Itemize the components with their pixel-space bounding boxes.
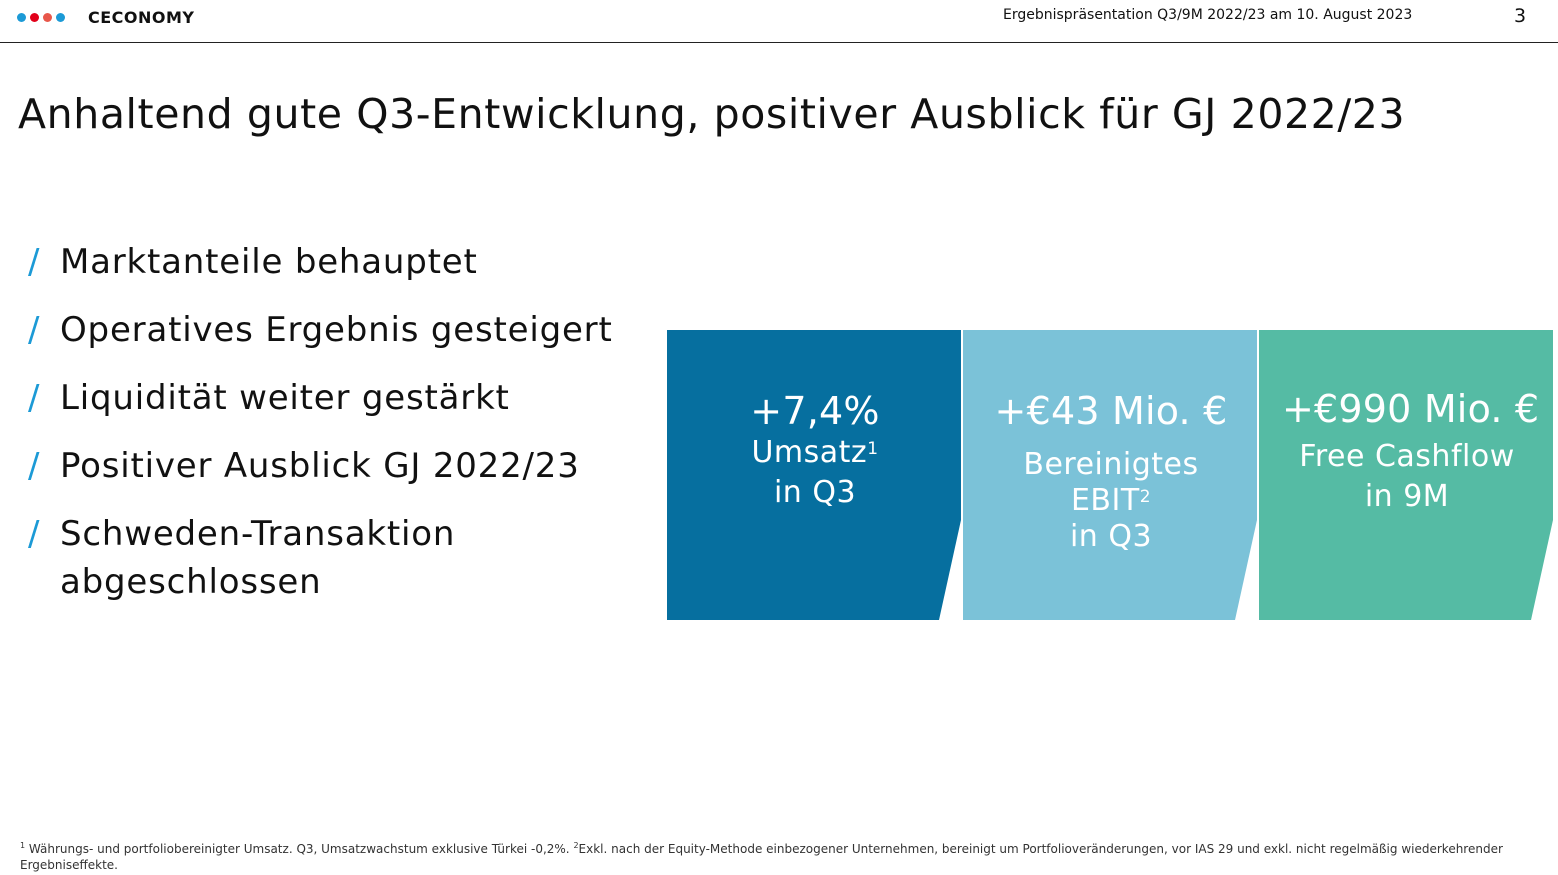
presentation-title: Ergebnispräsentation Q3/9M 2022/23 am 10… bbox=[1003, 7, 1413, 23]
bullet-text: Marktanteile behauptet bbox=[60, 242, 478, 282]
bullet-item: / Operatives Ergebnis gesteigert bbox=[28, 306, 648, 354]
kpi-period: in Q3 bbox=[1069, 519, 1153, 554]
kpi-cashflow: +€990 Mio. € Free Cashflow in 9M bbox=[1282, 385, 1540, 515]
slash-icon: / bbox=[28, 446, 41, 486]
bullet-text: Liquidität weiter gestärkt bbox=[60, 378, 510, 418]
bullet-text: Positiver Ausblick GJ 2022/23 bbox=[60, 446, 580, 486]
kpi-shape-cashflow bbox=[1259, 330, 1553, 620]
logo-dot bbox=[30, 12, 39, 22]
slash-icon: / bbox=[28, 242, 41, 282]
footnote-text: Währungs- und portfoliobereinigter Umsat… bbox=[28, 842, 574, 856]
bullet-list: / Marktanteile behauptet / Operatives Er… bbox=[28, 238, 648, 606]
bullet-text: Operatives Ergebnis gesteigert bbox=[60, 310, 613, 350]
kpi-period: in Q3 bbox=[773, 475, 857, 510]
kpi-value: +€990 Mio. € bbox=[1282, 387, 1540, 431]
slide-header: CECONOMY Ergebnispräsentation Q3/9M 2022… bbox=[0, 0, 1558, 43]
bullet-text: Schweden-Transaktion abgeschlossen bbox=[60, 514, 456, 602]
bullet-item: / Schweden-Transaktion abgeschlossen bbox=[28, 510, 510, 606]
kpi-label: Umsatz1 bbox=[690, 435, 940, 471]
slash-icon: / bbox=[28, 378, 41, 418]
logo-dots-icon bbox=[17, 12, 65, 22]
bullet-item: / Marktanteile behauptet bbox=[28, 238, 648, 286]
kpi-value: +€43 Mio. € bbox=[994, 389, 1228, 433]
bullet-item: / Positiver Ausblick GJ 2022/23 bbox=[28, 442, 648, 490]
footnote-text: Exkl. nach der Equity-Methode einbezogen… bbox=[20, 842, 1503, 872]
kpi-label-line: EBIT bbox=[1070, 483, 1140, 518]
footnote-marker: 2 bbox=[573, 841, 579, 850]
kpi-label-line: Free Cashflow bbox=[1299, 439, 1515, 474]
kpi-label-line: Umsatz bbox=[751, 435, 868, 470]
footnote-ref: 1 bbox=[867, 439, 879, 459]
page-number: 3 bbox=[1514, 5, 1527, 27]
kpi-ebit: +€43 Mio. € Bereinigtes EBIT2 in Q3 bbox=[986, 387, 1236, 555]
kpi-period: in 9M bbox=[1364, 479, 1450, 514]
slide-title: Anhaltend gute Q3-Entwicklung, positiver… bbox=[18, 90, 1406, 138]
logo-dot bbox=[56, 12, 65, 22]
kpi-shapes bbox=[667, 330, 1553, 620]
slash-icon: / bbox=[28, 514, 41, 554]
footnotes: 1 Währungs- und portfoliobereinigter Ums… bbox=[20, 838, 1530, 873]
kpi-revenue: +7,4% Umsatz1 in Q3 bbox=[690, 387, 940, 511]
logo-dot bbox=[17, 12, 26, 22]
slash-icon: / bbox=[28, 310, 41, 350]
logo-dot bbox=[43, 12, 52, 22]
kpi-label: EBIT2 bbox=[986, 483, 1236, 519]
kpi-value: +7,4% bbox=[750, 389, 880, 433]
kpi-panel: +7,4% Umsatz1 in Q3 +€43 Mio. € Bereinig… bbox=[667, 330, 1557, 620]
footnote-ref: 2 bbox=[1139, 487, 1152, 507]
kpi-shape-revenue bbox=[667, 330, 961, 620]
bullet-item: / Liquidität weiter gestärkt bbox=[28, 374, 648, 422]
kpi-label-line: Bereinigtes bbox=[1023, 447, 1199, 482]
ceconomy-logo: CECONOMY bbox=[17, 6, 195, 28]
logo-text: CECONOMY bbox=[88, 7, 195, 27]
kpi-shape-ebit bbox=[963, 330, 1257, 620]
footnote-marker: 1 bbox=[20, 841, 26, 850]
